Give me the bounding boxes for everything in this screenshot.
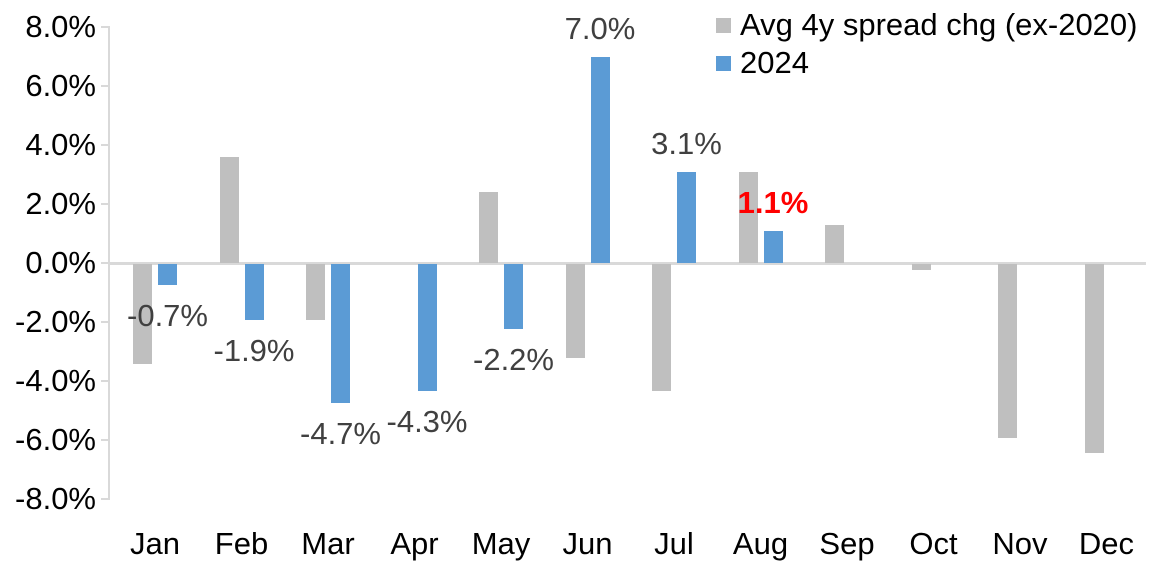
bar-2024-jul: [677, 171, 696, 263]
y-axis-tick: [101, 203, 109, 205]
bar-avg-feb: [219, 156, 239, 263]
data-label-feb: -1.9%: [213, 333, 295, 369]
y-axis-tick-label: -2.0%: [15, 304, 96, 339]
x-axis-label-may: May: [471, 526, 531, 561]
bar-avg-mar: [306, 264, 325, 321]
x-axis-label-feb: Feb: [214, 526, 269, 561]
bar-2024-aug: [763, 230, 783, 263]
data-label-apr: -4.3%: [386, 403, 468, 439]
bar-2024-may: [504, 264, 523, 329]
data-label-jul: 3.1%: [651, 125, 722, 161]
bar-avg-may: [479, 192, 498, 263]
legend-swatch-avg-4y-icon: [716, 17, 731, 33]
legend-label-avg-4y-spread: Avg 4y spread chg (ex-2020): [740, 7, 1138, 42]
y-axis-tick: [101, 321, 109, 323]
y-axis-tick: [101, 262, 109, 264]
x-axis-label-dec: Dec: [1078, 526, 1135, 561]
y-axis-tick-label: 2.0%: [25, 186, 96, 221]
x-axis-label-mar: Mar: [301, 526, 355, 561]
x-axis-label-jun: Jun: [562, 526, 613, 561]
data-label-mar: -4.7%: [300, 415, 381, 451]
y-axis-tick-label: -8.0%: [15, 481, 96, 516]
y-axis-line: [108, 26, 110, 500]
data-label-jan: -0.7%: [127, 297, 208, 333]
y-axis-tick-label: -4.0%: [15, 363, 96, 398]
x-axis-label-sep: Sep: [819, 526, 875, 561]
data-label-aug: 1.1%: [737, 184, 809, 220]
x-axis-label-apr: Apr: [390, 526, 439, 561]
x-axis-label-jul: Jul: [654, 526, 694, 561]
y-axis-tick-label: 0.0%: [25, 245, 96, 280]
y-axis-tick: [101, 26, 109, 28]
bar-2024-feb: [244, 264, 264, 321]
y-axis-tick: [101, 85, 109, 87]
x-axis-label-aug: Aug: [732, 526, 789, 561]
legend-item-2024: 2024: [716, 44, 1138, 82]
y-axis-tick: [101, 144, 109, 146]
bar-2024-apr: [417, 264, 437, 391]
bar-2024-mar: [331, 264, 350, 403]
x-axis-label-nov: Nov: [992, 526, 1048, 561]
y-axis-tick: [101, 380, 109, 382]
y-axis-tick-label: 6.0%: [25, 68, 96, 103]
legend-label-2024: 2024: [740, 45, 809, 80]
bar-avg-dec: [1084, 264, 1104, 453]
x-axis-label-jan: Jan: [130, 526, 180, 561]
y-axis-tick: [101, 439, 109, 441]
zero-axis-line: [110, 262, 1146, 265]
bar-avg-nov: [998, 264, 1017, 439]
bar-2024-jan: [158, 264, 177, 285]
bar-avg-sep: [825, 224, 844, 263]
legend-item-avg-4y-spread: Avg 4y spread chg (ex-2020): [716, 6, 1138, 44]
data-label-jun: 7.0%: [564, 10, 636, 46]
data-label-may: -2.2%: [473, 341, 554, 377]
chart-legend: Avg 4y spread chg (ex-2020) 2024: [716, 6, 1138, 82]
x-axis-label-oct: Oct: [909, 526, 958, 561]
y-axis-tick: [101, 498, 109, 500]
legend-swatch-2024-icon: [716, 55, 731, 71]
bar-avg-jul: [652, 264, 671, 391]
bar-avg-jan: [133, 264, 152, 365]
bar-avg-aug: [738, 171, 758, 263]
y-axis-tick-label: -6.0%: [15, 422, 96, 457]
bar-2024-jun: [590, 56, 610, 263]
bar-avg-oct: [911, 264, 931, 270]
y-axis-tick-label: 8.0%: [25, 9, 96, 44]
y-axis-tick-label: 4.0%: [25, 127, 96, 162]
bar-avg-jun: [565, 264, 585, 359]
